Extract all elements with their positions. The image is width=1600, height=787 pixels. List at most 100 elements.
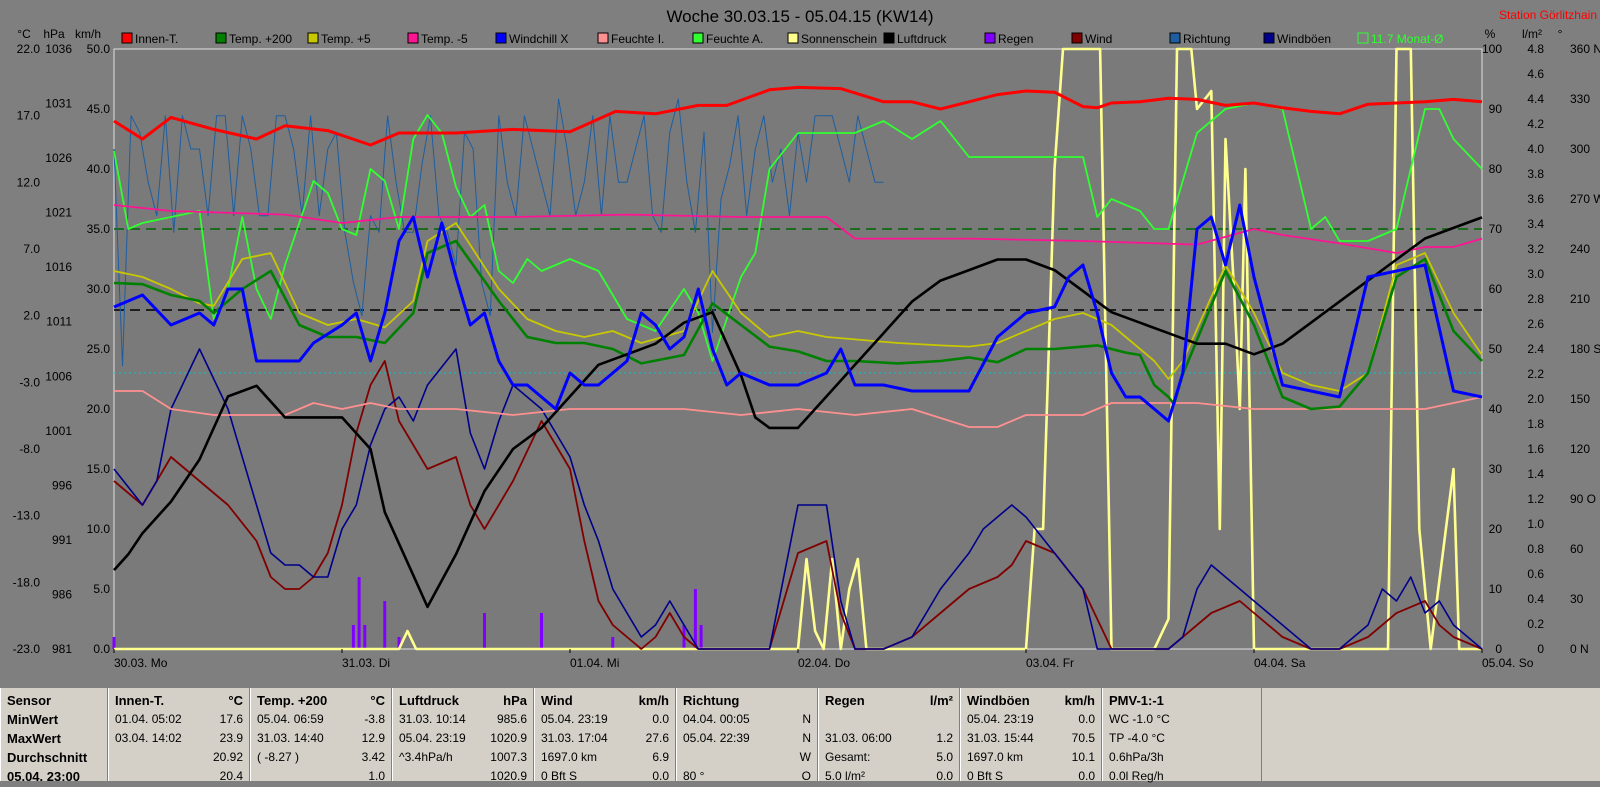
tick-label-humidity-pct: 100: [1482, 42, 1502, 56]
tick-label-humidity-pct: 10: [1489, 582, 1503, 596]
stats-cell-label: ^3.4hPa/h: [399, 750, 453, 764]
stats-column: PMV-1:-1 WC -1.0 °C TP -4.0 °C 0.6hPa/3h 0.0…: [1102, 688, 1262, 783]
legend-swatch: [215, 32, 227, 44]
stats-cell-label: TP -4.0 °C: [1109, 731, 1165, 745]
legend-swatch: [787, 32, 799, 44]
weather-chart: Woche 30.03.15 - 05.04.15 (KW14) Station…: [12, 7, 1600, 670]
unit-label-temp: °C: [17, 27, 31, 41]
x-tick-label: 03.04. Fr: [1026, 656, 1074, 670]
unit-label-rain: l/m²: [1522, 27, 1542, 41]
stats-cell-value: 0.0: [1078, 769, 1095, 783]
legend-label: Temp. +200: [229, 32, 292, 46]
legend-label: Regen: [998, 32, 1033, 46]
stats-header-unit: hPa: [503, 693, 527, 708]
tick-label-pressure-hpa: 1016: [45, 260, 72, 274]
legend-swatch: [407, 32, 419, 44]
tick-label-temp-c: -23.0: [13, 642, 41, 656]
stats-cell-label: Durchschnitt: [7, 750, 88, 765]
stats-row: MinWert: [7, 712, 101, 730]
stats-row: ^3.4hPa/h 1007.3: [399, 750, 527, 768]
tick-label-temp-c: 7.0: [23, 242, 40, 256]
tick-label-pressure-hpa: 981: [52, 642, 72, 656]
stats-row: 05.04. 23:19 0.0: [541, 712, 669, 730]
stats-row: MaxWert: [7, 731, 101, 749]
stats-cell-label: Gesamt:: [825, 750, 871, 764]
stats-cell-label: 05.04. 23:19: [399, 731, 466, 745]
stats-row: 0 Bft S 0.0: [967, 769, 1095, 787]
stats-cell-value: -3.8: [364, 712, 385, 726]
stats-cell-value: 12.9: [361, 731, 385, 745]
tick-label-humidity-pct: 50: [1489, 342, 1503, 356]
tick-label-direction: 270 W: [1570, 192, 1600, 206]
stats-column: Innen-T. °C 01.04. 05:02 17.6 03.04. 14:02 23…: [108, 688, 250, 783]
stats-cell-label: 05.04. 23:19: [541, 712, 608, 726]
stats-row: [825, 712, 953, 730]
tick-label-direction: 210: [1570, 292, 1590, 306]
tick-label-pressure-hpa: 1036: [45, 42, 72, 56]
stats-cell-value: W: [799, 750, 811, 764]
tick-label-rain-lm2: 2.2: [1527, 367, 1544, 381]
tick-label-wind-kmh: 30.0: [87, 282, 111, 296]
x-tick-label: 05.04. So: [1482, 656, 1534, 670]
stats-cell-value: 20.92: [212, 750, 243, 764]
rain-bar: [357, 577, 361, 649]
tick-label-rain-lm2: 3.4: [1527, 217, 1544, 231]
rain-bar: [397, 637, 401, 649]
stats-cell-label: 05.04. 22:39: [683, 731, 750, 745]
stats-cell-value: 70.5: [1071, 731, 1095, 745]
legend-label: Windböen: [1277, 32, 1331, 46]
stats-row: 80 ° O: [683, 769, 811, 787]
stats-cell-label: 0.6hPa/3h: [1109, 750, 1164, 764]
stats-column-header: Windböen km/h: [967, 693, 1095, 711]
tick-label-rain-lm2: 0: [1537, 642, 1544, 656]
tick-label-temp-c: 22.0: [17, 42, 41, 56]
unit-label-wind: km/h: [75, 27, 101, 41]
tick-label-humidity-pct: 80: [1489, 162, 1503, 176]
legend-swatch: [597, 32, 609, 44]
tick-label-pressure-hpa: 996: [52, 478, 72, 492]
stats-column: Sensor MinWert MaxWert Durchschnitt 05.04. 2…: [0, 688, 108, 784]
stats-header-title: Windböen: [967, 693, 1030, 708]
legend-swatch: [692, 32, 704, 44]
stats-column-header: Innen-T. °C: [115, 693, 243, 711]
stats-row: 31.03. 15:44 70.5: [967, 731, 1095, 749]
tick-label-humidity-pct: 40: [1489, 402, 1503, 416]
unit-label-direction: °: [1558, 27, 1563, 41]
tick-label-temp-c: -13.0: [13, 509, 41, 523]
stats-row: 31.03. 17:04 27.6: [541, 731, 669, 749]
tick-label-pressure-hpa: 1001: [45, 424, 72, 438]
stats-column-header: Richtung: [683, 693, 811, 711]
stats-row: Durchschnitt: [7, 750, 101, 768]
x-tick-label: 30.03. Mo: [114, 656, 168, 670]
unit-label-humidity: %: [1485, 27, 1496, 41]
tick-label-temp-c: -8.0: [19, 442, 40, 456]
series-line-windb-en: [113, 348, 1483, 650]
legend-label: Sonnenschein: [801, 32, 877, 46]
legend-label: Temp. -5: [421, 32, 468, 46]
stats-row: 20.92: [115, 750, 243, 768]
tick-label-pressure-hpa: 986: [52, 587, 72, 601]
stats-row: 1697.0 km 10.1: [967, 750, 1095, 768]
stats-cell-value: 3.42: [361, 750, 385, 764]
stats-column: Temp. +200 °C 05.04. 06:59 -3.8 31.03. 14:40…: [250, 688, 392, 783]
tick-label-direction: 180 S: [1570, 342, 1600, 356]
legend-swatch: [984, 32, 996, 44]
tick-label-direction: 30: [1570, 592, 1584, 606]
stats-row: ( -8.27 ) 3.42: [257, 750, 385, 768]
stats-row: 05.04. 06:59 -3.8: [257, 712, 385, 730]
stats-cell-label: 5.0 l/m²: [825, 769, 866, 783]
tick-label-pressure-hpa: 1026: [45, 151, 72, 165]
stats-cell-value: 23.9: [219, 731, 243, 745]
stats-cell-value: 5.0: [936, 750, 953, 764]
series-line-feuchte-i-: [114, 390, 1483, 428]
stats-cell-value: 1020.9: [490, 731, 527, 745]
stats-row: WC -1.0 °C: [1109, 712, 1255, 730]
x-tick-label: 01.04. Mi: [570, 656, 619, 670]
stats-cell-label: 0 Bft S: [967, 769, 1004, 783]
stats-cell-label: 1697.0 km: [967, 750, 1024, 764]
chart-title: Woche 30.03.15 - 05.04.15 (KW14): [666, 7, 933, 26]
tick-label-direction: 120: [1570, 442, 1590, 456]
tick-label-pressure-hpa: 1011: [46, 315, 72, 329]
stats-row: TP -4.0 °C: [1109, 731, 1255, 749]
tick-label-direction: 240: [1570, 242, 1590, 256]
